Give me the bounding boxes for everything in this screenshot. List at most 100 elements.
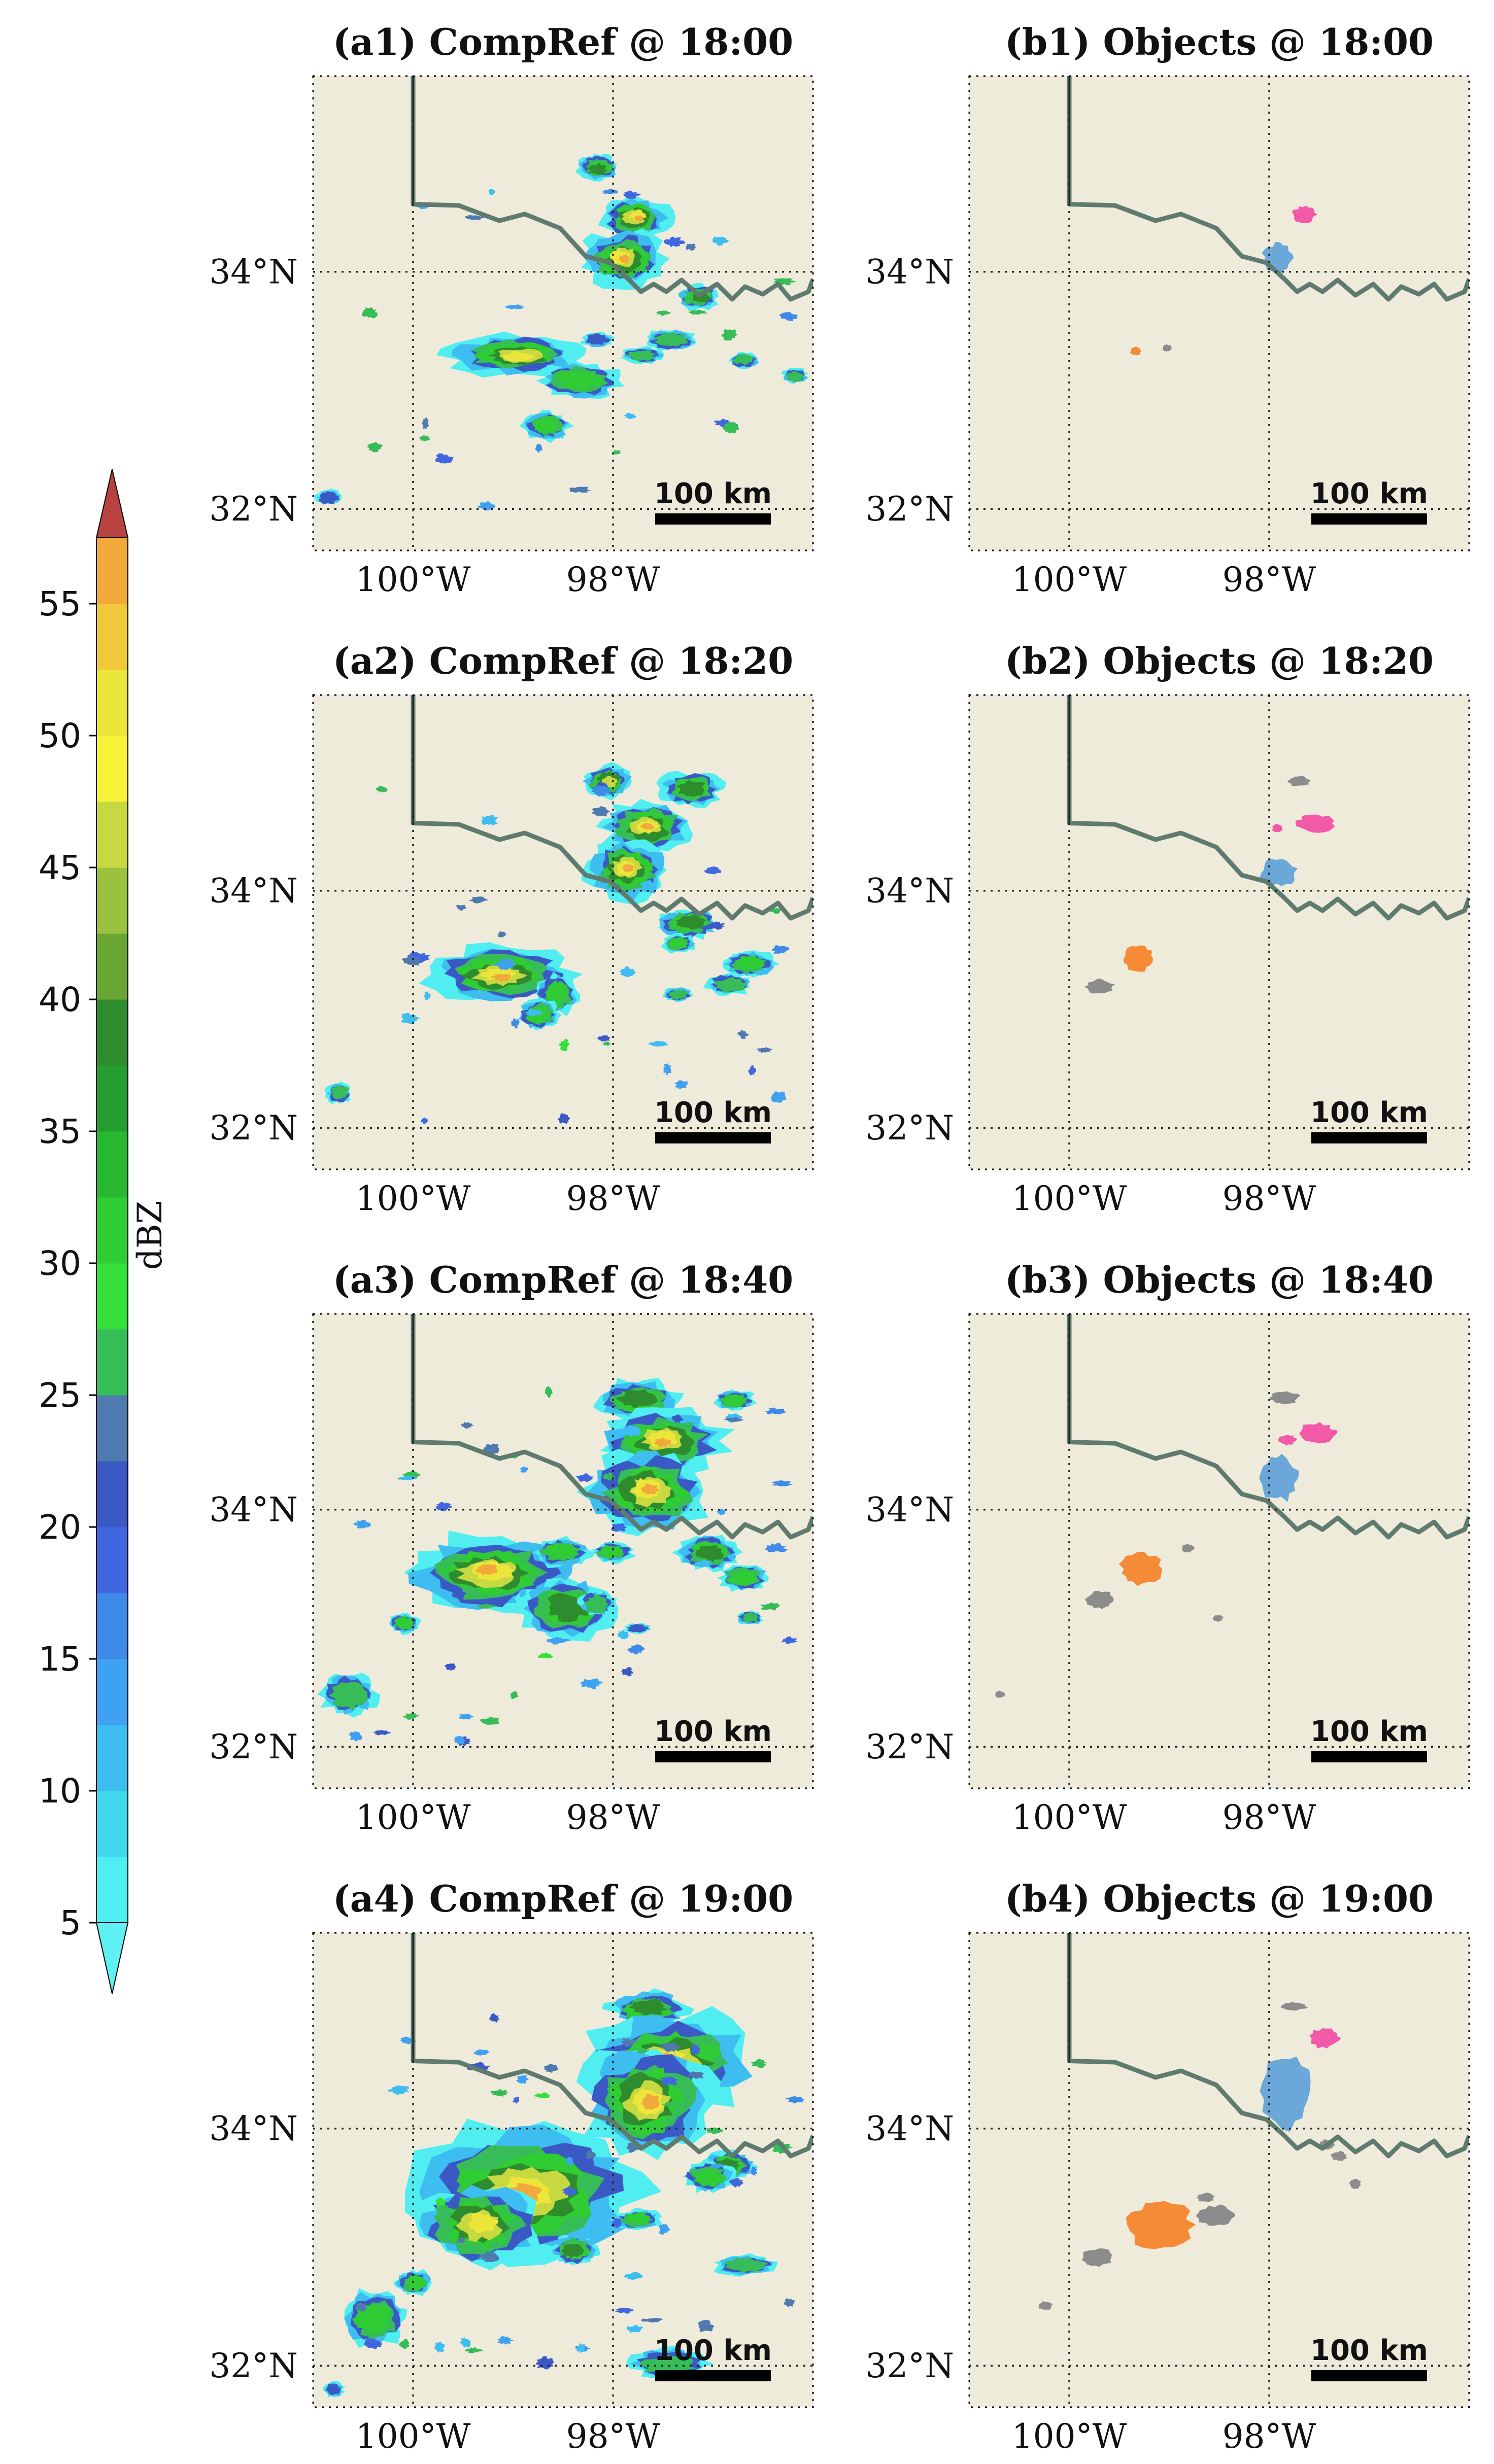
lon-tick-label: 100°W <box>1012 2417 1127 2456</box>
echo-55dbz <box>619 254 630 263</box>
echo-speck <box>533 2092 551 2099</box>
echo-26dbz <box>328 1681 368 1711</box>
echo-speck <box>764 1407 787 1414</box>
echo-speck <box>473 2049 490 2056</box>
echo-speck <box>399 2339 410 2350</box>
echo-speck <box>782 1636 798 1644</box>
echo-55dbz <box>622 863 634 873</box>
storm-object-pink <box>1309 2028 1342 2049</box>
echo-speck <box>687 2071 704 2079</box>
echo-speck <box>355 2303 368 2312</box>
echo-speck <box>435 453 454 464</box>
lon-tick-label: 100°W <box>356 1798 471 1837</box>
colorbar-segment <box>96 538 128 604</box>
scale-bar-label: 100 km <box>654 477 772 510</box>
echo-speck <box>624 2272 643 2281</box>
colorbar-segment <box>96 1593 128 1659</box>
echo-speck <box>640 880 657 892</box>
echo-speck <box>569 487 592 493</box>
scale-bar-label: 100 km <box>654 2334 772 2367</box>
map-area <box>313 1314 813 1788</box>
echo-speck <box>537 1652 554 1658</box>
echo-speck <box>566 2156 574 2166</box>
echo-speck <box>419 435 431 442</box>
storm-object-gray <box>1287 776 1311 786</box>
panel-b3: (b3) Objects @ 18:40 34°N 32°N 100°W 98°W 100… <box>865 1258 1470 1837</box>
echo-26dbz <box>742 1612 760 1622</box>
echo-32dbz <box>626 2212 651 2225</box>
echo-26dbz <box>714 977 747 993</box>
lon-tick-label: 98°W <box>1223 1798 1316 1837</box>
map-background <box>969 695 1469 1169</box>
colorbar-segment <box>96 802 128 868</box>
echo-speck <box>656 310 671 316</box>
echo-speck <box>456 2238 466 2243</box>
map-background <box>313 695 813 1169</box>
echo-speck <box>545 1385 553 1399</box>
echo-speck <box>721 329 737 341</box>
lon-tick-label: 100°W <box>1012 1179 1127 1218</box>
scale-bar <box>655 1132 771 1143</box>
echo-32dbz <box>404 2274 427 2291</box>
echo-speck <box>760 1602 780 1611</box>
echo-32dbz <box>545 1542 578 1560</box>
storm-object-pink <box>1278 1435 1297 1446</box>
map-frame <box>968 75 1470 551</box>
storm-object-gray <box>1163 344 1172 352</box>
colorbar-extend-under <box>95 1922 129 1994</box>
echo-32dbz <box>355 2304 390 2335</box>
colorbar-segment <box>96 1791 128 1857</box>
colorbar-frame <box>96 538 128 1923</box>
lon-tick-label: 98°W <box>566 1798 660 1837</box>
echo-speck <box>402 1470 421 1478</box>
object-field <box>1038 2002 1361 2310</box>
colorbar-tick-label: 15 <box>39 1640 81 1679</box>
storm-object-orange <box>1129 346 1142 356</box>
echo-speck <box>353 1519 371 1529</box>
reflectivity-field <box>322 1988 804 2398</box>
echo-20dbz <box>585 333 611 345</box>
echo-speck <box>456 905 467 911</box>
echo-speck <box>372 1729 391 1736</box>
storm-object-orange <box>1126 2201 1196 2249</box>
echo-speck <box>663 1063 671 1075</box>
echo-speck <box>591 806 610 817</box>
lon-tick-label: 100°W <box>356 560 471 599</box>
lon-tick-label: 98°W <box>566 2417 660 2456</box>
echo-speck <box>737 1030 749 1039</box>
lat-tick-label: 32°N <box>209 1727 298 1766</box>
colorbar-segment <box>96 1725 128 1791</box>
storm-object-gray <box>1084 1590 1114 1609</box>
storm-object-orange <box>1124 945 1153 972</box>
panel-title: (b1) Objects @ 18:00 <box>1005 20 1434 63</box>
echo-speck <box>364 2338 383 2350</box>
state-border <box>1067 1314 1469 1540</box>
echo-speck <box>362 307 378 319</box>
echo-speck <box>513 2096 520 2104</box>
colorbar-tick-label: 50 <box>39 716 81 755</box>
echo-speck <box>537 1598 549 1606</box>
lon-tick-label: 98°W <box>1223 560 1316 599</box>
state-border <box>1067 1933 1469 2159</box>
storm-object-gray <box>1038 2301 1053 2310</box>
scale-bar <box>1311 1132 1427 1143</box>
lat-tick-label: 32°N <box>865 490 954 529</box>
echo-speck <box>623 190 641 199</box>
storm-object-gray <box>1196 2192 1215 2202</box>
echo-38dbz <box>696 1545 724 1563</box>
echo-speck <box>557 1113 570 1124</box>
echo-speck <box>620 1425 641 1438</box>
colorbar-segment <box>96 670 128 736</box>
map-frame <box>312 1313 814 1789</box>
colorbar-tick-label: 5 <box>60 1903 81 1942</box>
lat-tick-label: 34°N <box>209 253 298 292</box>
scale-bar <box>1311 513 1427 525</box>
echo-speck <box>621 1667 634 1677</box>
echo-55dbz <box>654 1438 672 1447</box>
echo-20dbz <box>627 1624 649 1633</box>
echo-speck <box>611 1523 628 1532</box>
map-area <box>969 76 1469 550</box>
colorbar-segment <box>96 1131 128 1198</box>
echo-speck <box>464 215 484 221</box>
echo-55dbz <box>640 1483 659 1495</box>
